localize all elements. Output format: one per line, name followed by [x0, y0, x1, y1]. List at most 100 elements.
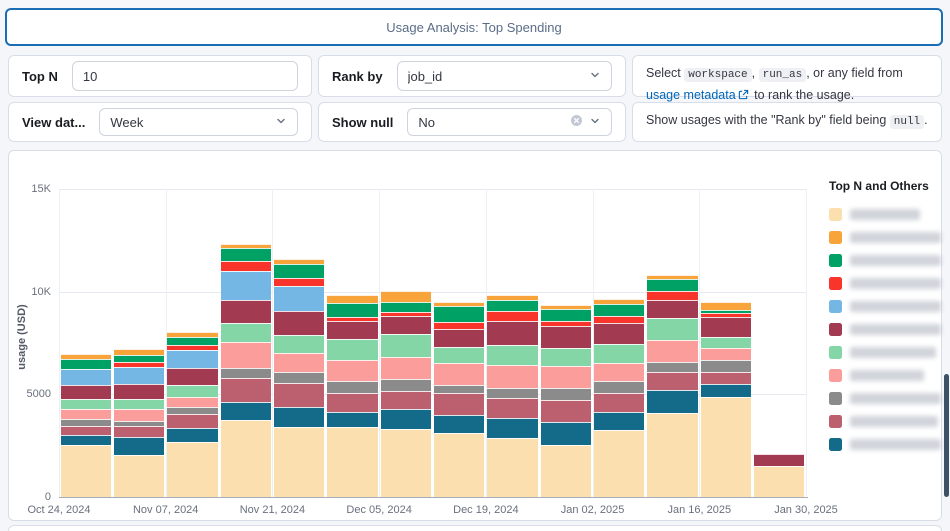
- bar-segment[interactable]: [487, 438, 538, 497]
- bar-segment[interactable]: [273, 263, 325, 278]
- bar-segment[interactable]: [273, 371, 325, 384]
- bar-segment[interactable]: [220, 248, 271, 262]
- bar-segment[interactable]: [113, 354, 165, 363]
- bar-segment[interactable]: [220, 271, 271, 300]
- legend-item[interactable]: [829, 387, 941, 410]
- bar-segment[interactable]: [60, 418, 111, 426]
- bar-segment[interactable]: [540, 321, 592, 327]
- stacked-bar[interactable]: [380, 290, 431, 497]
- bar-segment[interactable]: [487, 295, 538, 300]
- bar-segment[interactable]: [647, 299, 698, 319]
- bar-segment[interactable]: [647, 339, 698, 362]
- bar-segment[interactable]: [273, 426, 325, 497]
- bar-segment[interactable]: [594, 381, 645, 394]
- legend-item[interactable]: [829, 341, 941, 364]
- bar-segment[interactable]: [540, 421, 592, 446]
- bar-segment[interactable]: [220, 299, 271, 324]
- bar-segment[interactable]: [434, 321, 485, 329]
- bar-segment[interactable]: [167, 349, 218, 369]
- bar-segment[interactable]: [700, 337, 752, 349]
- bar-segment[interactable]: [487, 398, 538, 419]
- bar-segment[interactable]: [647, 413, 698, 497]
- bar-segment[interactable]: [113, 384, 165, 399]
- bar-segment[interactable]: [273, 406, 325, 427]
- bar-segment[interactable]: [434, 302, 485, 307]
- bar-segment[interactable]: [273, 334, 325, 354]
- bar-segment[interactable]: [647, 279, 698, 292]
- legend-item[interactable]: [829, 318, 941, 341]
- bar-segment[interactable]: [434, 384, 485, 394]
- bar-segment[interactable]: [273, 258, 325, 264]
- view-date-select[interactable]: Week: [99, 108, 298, 136]
- stacked-bar[interactable]: [327, 295, 378, 497]
- bar-segment[interactable]: [754, 454, 805, 466]
- bar-segment[interactable]: [380, 357, 431, 380]
- bar-segment[interactable]: [167, 441, 218, 497]
- bar-segment[interactable]: [380, 429, 431, 497]
- bar-segment[interactable]: [327, 316, 378, 321]
- bar-segment[interactable]: [167, 396, 218, 407]
- bar-segment[interactable]: [487, 299, 538, 312]
- page-scrollbar-thumb[interactable]: [944, 374, 949, 497]
- top-n-input[interactable]: 10: [71, 61, 298, 91]
- bar-segment[interactable]: [220, 261, 271, 272]
- bar-segment[interactable]: [487, 320, 538, 345]
- bar-segment[interactable]: [700, 348, 752, 360]
- legend-item[interactable]: [829, 410, 941, 433]
- bar-segment[interactable]: [327, 295, 378, 303]
- bar-segment[interactable]: [540, 445, 592, 497]
- legend-item[interactable]: [829, 272, 941, 295]
- bar-segment[interactable]: [327, 426, 378, 497]
- bar-segment[interactable]: [540, 326, 592, 348]
- bar-segment[interactable]: [434, 328, 485, 347]
- bar-segment[interactable]: [60, 384, 111, 399]
- bar-segment[interactable]: [60, 353, 111, 359]
- bar-segment[interactable]: [540, 308, 592, 322]
- bar-segment[interactable]: [167, 427, 218, 442]
- stacked-bar[interactable]: [594, 299, 645, 497]
- stacked-bar[interactable]: [487, 295, 538, 497]
- bar-segment[interactable]: [700, 313, 752, 318]
- bar-segment[interactable]: [113, 420, 165, 426]
- stacked-bar[interactable]: [113, 349, 165, 497]
- bar-segment[interactable]: [327, 360, 378, 382]
- bar-segment[interactable]: [380, 302, 431, 313]
- docs-link[interactable]: usage metadata: [646, 87, 736, 102]
- bar-segment[interactable]: [487, 344, 538, 365]
- legend-item[interactable]: [829, 203, 941, 226]
- bar-segment[interactable]: [380, 334, 431, 358]
- bar-segment[interactable]: [113, 425, 165, 437]
- bar-segment[interactable]: [700, 396, 752, 497]
- bar-segment[interactable]: [380, 316, 431, 335]
- show-null-select[interactable]: No: [407, 108, 612, 136]
- bar-segment[interactable]: [647, 390, 698, 414]
- bar-segment[interactable]: [487, 311, 538, 321]
- bar-segment[interactable]: [60, 434, 111, 445]
- bar-segment[interactable]: [220, 243, 271, 249]
- bar-segment[interactable]: [594, 362, 645, 382]
- bar-segment[interactable]: [594, 393, 645, 412]
- bar-segment[interactable]: [700, 371, 752, 385]
- bar-segment[interactable]: [594, 430, 645, 497]
- bar-segment[interactable]: [60, 358, 111, 369]
- bar-segment[interactable]: [167, 331, 218, 338]
- bar-segment[interactable]: [647, 318, 698, 340]
- bar-segment[interactable]: [327, 381, 378, 393]
- bar-segment[interactable]: [594, 411, 645, 431]
- bar-segment[interactable]: [594, 299, 645, 305]
- bar-segment[interactable]: [273, 310, 325, 335]
- bar-segment[interactable]: [273, 286, 325, 311]
- bar-segment[interactable]: [220, 401, 271, 420]
- bar-segment[interactable]: [113, 398, 165, 409]
- bar-segment[interactable]: [220, 341, 271, 369]
- rank-by-select[interactable]: job_id: [396, 61, 612, 91]
- stacked-bar[interactable]: [700, 301, 752, 497]
- bar-segment[interactable]: [60, 408, 111, 419]
- bar-segment[interactable]: [167, 385, 218, 397]
- bar-segment[interactable]: [434, 414, 485, 434]
- bar-segment[interactable]: [220, 378, 271, 402]
- external-link-icon[interactable]: [738, 86, 749, 106]
- bar-segment[interactable]: [647, 361, 698, 372]
- legend-item[interactable]: [829, 295, 941, 318]
- bar-segment[interactable]: [113, 408, 165, 421]
